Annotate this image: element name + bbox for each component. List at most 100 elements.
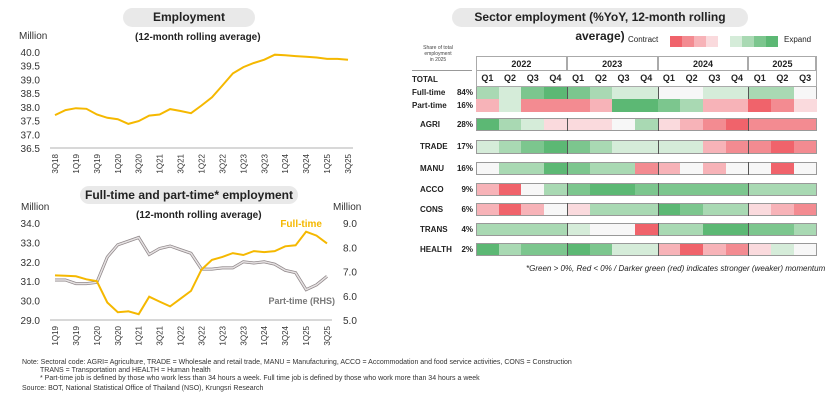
x-tick-label: 1Q19 [72,153,81,173]
heatmap-cell [771,223,795,236]
row-label: CONS [420,205,444,214]
left-axis-unit: Million [21,202,50,213]
quarter-header: Q1 [572,73,585,83]
heatmap-cell [771,140,795,154]
row-border [476,140,817,154]
heatmap-cell [657,183,681,196]
share-header-line: Share of total [423,45,453,51]
legend-swatch-contract [694,36,706,47]
y-tick-label: 40.0 [21,48,41,59]
y-tick-label: 33.0 [21,238,41,249]
heatmap-cell [612,86,636,99]
heatmap-cell [544,243,568,256]
heatmap-cell [771,183,795,196]
quarter-header: Q2 [776,73,789,83]
x-tick-label: 3Q20 [135,153,144,173]
year-divider [657,183,659,196]
row-label: Full-time [412,88,446,97]
x-tick-label: 3Q25 [323,325,332,345]
heatmap-cell [612,140,636,154]
heatmap-cell [498,118,522,131]
note-line-1: Note: Sectoral code: AGRI= Agriculture, … [22,359,572,366]
legend-swatch-contract [682,36,694,47]
fulltime-parttime-subtitle: (12-month rolling average) [136,210,262,221]
heatmap-cell [748,183,772,196]
heatmap-cell [680,203,704,216]
y-tick-label: 38.0 [21,103,41,114]
heatmap-cell [748,203,772,216]
year-divider [748,203,750,216]
heatmap-cell [498,203,522,216]
y-tick-label: 31.0 [21,277,41,288]
heatmap-cell [589,183,613,196]
row-share: 9% [461,185,473,194]
heatmap-cell [680,86,704,99]
heatmap-cell [793,183,817,196]
row-border [476,183,817,196]
heatmap-cell [748,162,772,175]
heatmap-cell [680,162,704,175]
heatmap-cell [771,162,795,175]
heatmap-cell [521,223,545,236]
heatmap-cell [680,223,704,236]
year-divider [566,183,568,196]
fulltime-parttime-title: Full-time and part-time* employment [80,186,298,204]
x-tick-label: 1Q25 [302,325,311,345]
heatmap-cell [612,118,636,131]
y-tick-label: 36.5 [21,144,41,155]
heatmap-cell [634,99,658,112]
quarter-header: Q4 [549,73,562,83]
heatmap-cell [725,203,749,216]
heatmap-cell [589,223,613,236]
row-share: 2% [461,245,473,254]
heatmap-cell [521,140,545,154]
heatmap-cell [793,118,817,131]
heatmap-cell [589,118,613,131]
quarter-header: Q2 [594,73,607,83]
year-divider [748,162,750,175]
quarter-header: Q4 [640,73,653,83]
y-tick-label: 38.5 [21,89,41,100]
x-tick-label: 3Q22 [197,325,206,345]
share-header: Share of total employment in 2025 [412,45,464,63]
heatmap-cell [544,223,568,236]
heatmap-cell [634,243,658,256]
heatmap-cell [589,86,613,99]
heatmap-cell [498,183,522,196]
heatmap-cell [476,223,500,236]
employment-subtitle: (12-month rolling average) [135,32,261,43]
y2-tick-label: 5.0 [343,316,357,327]
heatmap-cell [476,86,500,99]
heatmap-cell [544,162,568,175]
heatmap-cell [657,203,681,216]
divider [412,70,472,71]
heatmap-cell [589,140,613,154]
heatmap-cell [612,183,636,196]
row-label: HEALTH [420,245,452,254]
year-divider [748,118,750,131]
heatmap-cell [657,86,681,99]
heatmap-cell [725,223,749,236]
year-divider [657,118,659,131]
heatmap-cell [793,86,817,99]
heatmap-cell [498,223,522,236]
row-label: TRANS [420,225,448,234]
legend-swatch-expand [766,36,778,47]
row-border [476,243,817,256]
heatmap-cell [771,243,795,256]
y-tick-label: 30.0 [21,297,41,308]
heatmap-cell [793,243,817,256]
legend-swatch-expand [742,36,754,47]
quarter-header: Q3 [617,73,630,83]
heatmap-cell [703,223,727,236]
heatmap-cell [748,243,772,256]
row-share: 4% [461,225,473,234]
sector-heatmap: 2022 2023 2024 2025 Q1 Q2 Q3 Q4 Q1 Q2 Q3 Q4 Q1 Q2 Q3 Q4… [412,56,817,256]
heatmap-cell [703,203,727,216]
heatmap-cell [703,86,727,99]
heatmap-cell [771,99,795,112]
heatmap-cell [476,118,500,131]
heatmap-cell [521,183,545,196]
quarter-header: Q2 [685,73,698,83]
quarter-header: Q3 [799,73,812,83]
